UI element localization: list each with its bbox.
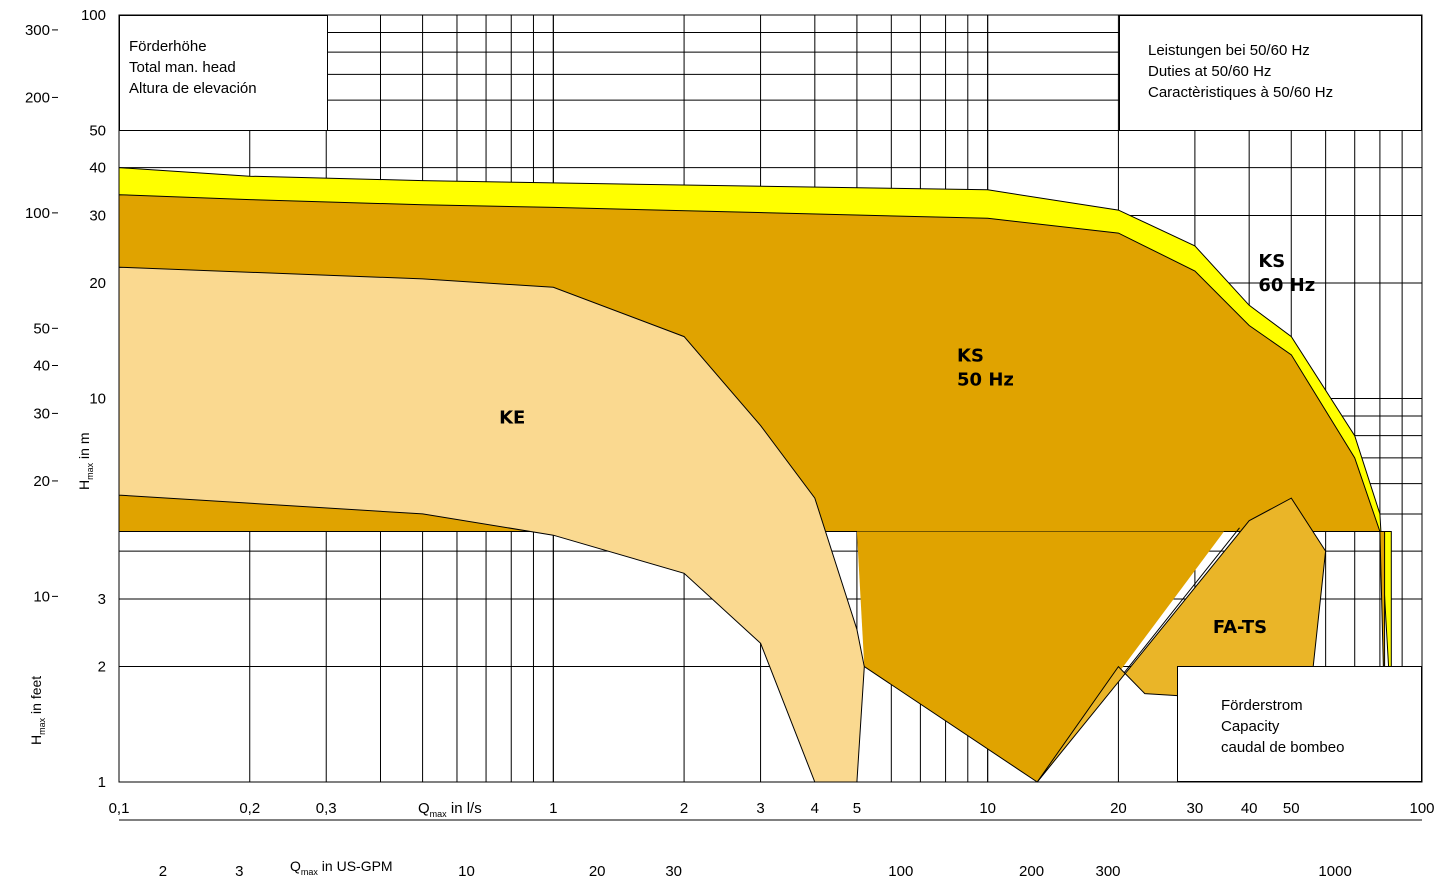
annotation-bottom-right: Förderstrom Capacity caudal de bombeo	[1177, 666, 1422, 782]
x-tick-label: 0,3	[316, 800, 337, 817]
x2-tick-label: 20	[589, 863, 606, 880]
y-tick-label-m: 10	[89, 391, 106, 408]
y-tick-label-m: 30	[89, 208, 106, 225]
annotation-top-left: Förderhöhe Total man. head Altura de ele…	[119, 15, 328, 131]
y-tick-label-ft: 50	[33, 320, 50, 337]
annotation-top-left-line-3: Altura de elevación	[129, 80, 257, 97]
y-tick-label-m: 100	[81, 7, 106, 24]
region-labels: KS 60 Hz KS 50 Hz KE FA-TS	[499, 251, 1315, 638]
x-axis-label-gpm: Qmax in US-GPM	[290, 858, 393, 877]
x-tick-label: 30	[1187, 800, 1204, 817]
annotation-top-right: Leistungen bei 50/60 Hz Duties at 50/60 …	[1119, 15, 1422, 131]
area-ke	[118, 266, 865, 783]
x2-tick-label: 3	[235, 863, 243, 880]
x-tick-label: 20	[1110, 800, 1127, 817]
x2-tick-label: 200	[1019, 863, 1044, 880]
x-tick-label: 10	[979, 800, 996, 817]
y-tick-label-ft: 10	[33, 588, 50, 605]
x-tick-label: 1	[549, 800, 557, 817]
annotation-bottom-right-line-1: Förderstrom	[1221, 697, 1303, 714]
y-tick-label-m: 20	[89, 275, 106, 292]
y-tick-label-ft: 20	[33, 473, 50, 490]
x2-tick-label: 100	[888, 863, 913, 880]
x-axis-label-ls: Qmax in l/s	[418, 800, 482, 819]
y-tick-label-ft: 300	[25, 22, 50, 39]
annotation-top-right-line-3: Caractèristiques à 50/60 Hz	[1148, 84, 1334, 101]
y-axis-label-m: Hmax in m	[76, 432, 95, 490]
x2-tick-label: 10	[458, 863, 475, 880]
x2-tick-label: 1000	[1318, 863, 1351, 880]
x-tick-label: 50	[1283, 800, 1300, 817]
y-tick-label-ft: 30	[33, 405, 50, 422]
y-axis-label-ft: Hmax in feet	[28, 675, 47, 745]
x-tick-label: 0,1	[109, 800, 130, 817]
x-tick-label: 0,2	[239, 800, 260, 817]
annotation-bottom-right-line-3: caudal de bombeo	[1221, 739, 1345, 756]
chart-areas	[118, 167, 1392, 783]
y-tick-label-m: 2	[98, 659, 106, 676]
area-ks-50hz-lower	[856, 531, 1224, 782]
tick-labels: 0,1 0,2 0,3 1 2 3 4 5 10 20 30 40 50 100 2 3 10 20 30 100 20…	[25, 7, 1435, 880]
region-label-ks-50-hz: KS 50 Hz	[957, 345, 1014, 390]
x2-tick-label: 2	[159, 863, 167, 880]
y-tick-label-m: 1	[98, 774, 106, 791]
annotation-top-left-line-1: Förderhöhe	[129, 38, 207, 55]
annotation-bottom-right-line-2: Capacity	[1221, 718, 1280, 735]
annotation-top-left-line-2: Total man. head	[129, 59, 236, 76]
x-tick-label: 2	[680, 800, 688, 817]
x-tick-label: 5	[853, 800, 861, 817]
area-fa-ts	[1036, 497, 1327, 783]
y-tick-label-ft: 200	[25, 89, 50, 106]
x-tick-label: 100	[1409, 800, 1434, 817]
y-tick-label-m: 50	[89, 122, 106, 139]
x-tick-label: 40	[1241, 800, 1258, 817]
x2-tick-label: 300	[1096, 863, 1121, 880]
region-label-fa-ts: FA-TS	[1213, 617, 1267, 638]
region-label-ke: KE	[499, 408, 525, 429]
x-tick-label: 3	[756, 800, 764, 817]
x-tick-label: 4	[811, 800, 819, 817]
y-tick-label-ft: 100	[25, 205, 50, 222]
x2-tick-label: 30	[665, 863, 682, 880]
y-tick-label-m: 40	[89, 160, 106, 177]
annotation-top-right-line-1: Leistungen bei 50/60 Hz	[1148, 42, 1310, 59]
annotation-top-right-line-2: Duties at 50/60 Hz	[1148, 63, 1272, 80]
plot-frame	[118, 14, 1423, 821]
y-tick-label-m: 3	[98, 591, 106, 608]
plot-border	[118, 14, 1423, 783]
y-tick-label-ft: 40	[33, 357, 50, 374]
region-label-ks-60-hz: KS 60 Hz	[1258, 251, 1315, 296]
